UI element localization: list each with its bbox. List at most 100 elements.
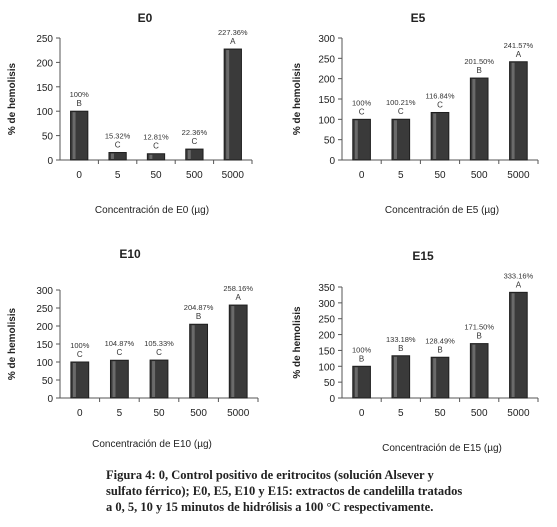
data-label: 104.87% [105, 339, 135, 348]
significance-letter: A [516, 280, 522, 289]
bar-highlight [152, 361, 156, 397]
y-tick-label: 200 [318, 75, 335, 86]
bar-highlight [393, 120, 397, 159]
caption-line-1: Figura 4: 0, Control positivo de eritroc… [106, 468, 434, 482]
significance-letter: B [359, 354, 364, 363]
significance-letter: B [77, 99, 82, 108]
x-axis-label: Concentración de E0 (µg) [95, 205, 209, 216]
x-tick-label: 0 [359, 408, 365, 419]
x-tick-label: 500 [471, 408, 488, 419]
data-label: 204.87% [184, 303, 214, 312]
x-tick-label: 5 [398, 170, 404, 181]
chart-e0: E0 0 50 100 150 200 250 % de hemolisis 100%B 0 15.… [7, 11, 253, 216]
chart-title: E15 [412, 249, 434, 263]
x-tick-label: 5000 [507, 408, 530, 419]
significance-letter: B [437, 345, 442, 354]
y-tick-label: 200 [318, 331, 335, 342]
data-label: 116.84% [425, 91, 454, 100]
y-tick-label: 150 [36, 83, 53, 94]
bar-highlight [149, 154, 153, 159]
data-label: 241.57% [504, 41, 534, 50]
data-label: 201.50% [464, 57, 494, 66]
data-label: 171.50% [464, 323, 494, 332]
y-axis-label: % de hemolisis [292, 62, 303, 135]
x-axis-label: Concentración de E10 (µg) [92, 439, 212, 450]
data-label: 22.36% [182, 128, 208, 137]
data-label: 15.32% [105, 132, 131, 141]
bar-highlight [511, 62, 515, 159]
y-tick-label: 150 [318, 95, 335, 106]
chart-title: E5 [411, 11, 426, 25]
x-tick-label: 500 [190, 408, 207, 419]
bar-highlight [187, 150, 191, 159]
y-tick-label: 100 [318, 362, 335, 373]
chart-title: E0 [138, 11, 153, 25]
y-axis-label: % de hemolisis [292, 306, 303, 379]
y-tick-label: 250 [36, 34, 53, 45]
x-tick-label: 5000 [227, 408, 250, 419]
bar-highlight [354, 120, 358, 159]
significance-letter: C [153, 142, 159, 151]
y-tick-label: 300 [36, 286, 53, 297]
x-tick-label: 5000 [507, 170, 530, 181]
significance-letter: C [115, 141, 121, 150]
significance-letter: C [359, 107, 365, 116]
x-tick-label: 0 [77, 408, 83, 419]
y-tick-label: 0 [47, 156, 53, 167]
y-tick-label: 300 [318, 299, 335, 310]
data-label: 258.16% [223, 284, 253, 293]
x-tick-label: 50 [150, 170, 162, 181]
y-tick-label: 150 [36, 340, 53, 351]
y-tick-label: 200 [36, 322, 53, 333]
bar-highlight [72, 112, 76, 159]
y-tick-label: 250 [36, 304, 53, 315]
significance-letter: A [230, 37, 236, 46]
data-label: 100% [352, 345, 372, 354]
significance-letter: A [236, 293, 242, 302]
x-tick-label: 5000 [222, 170, 245, 181]
y-tick-label: 250 [318, 54, 335, 65]
bar-highlight [433, 113, 437, 159]
data-label: 100.21% [386, 98, 416, 107]
x-axis-label: Concentración de E5 (µg) [385, 205, 499, 216]
data-label: 100% [352, 98, 372, 107]
y-tick-label: 350 [318, 283, 335, 294]
significance-letter: C [77, 350, 83, 359]
y-tick-label: 150 [318, 346, 335, 357]
y-tick-label: 0 [329, 156, 335, 167]
bar-highlight [231, 306, 235, 397]
y-axis-label: % de hemolisis [7, 62, 18, 135]
y-tick-label: 50 [324, 378, 336, 389]
bar-highlight [511, 293, 515, 397]
y-tick-label: 200 [36, 58, 53, 69]
bar-highlight [72, 363, 76, 397]
significance-letter: C [398, 107, 404, 116]
x-tick-label: 5 [115, 170, 121, 181]
significance-letter: C [437, 100, 443, 109]
x-tick-label: 5 [398, 408, 404, 419]
significance-letter: B [477, 66, 482, 75]
data-label: 333.16% [504, 271, 534, 280]
y-tick-label: 50 [42, 376, 54, 387]
x-tick-label: 5 [117, 408, 123, 419]
data-label: 133.18% [386, 335, 416, 344]
y-tick-label: 250 [318, 315, 335, 326]
bar-highlight [472, 344, 476, 397]
significance-letter: B [477, 332, 482, 341]
data-label: 227.36% [218, 28, 248, 37]
bar [108, 152, 127, 161]
x-tick-label: 50 [153, 408, 165, 419]
bar-highlight [393, 356, 397, 397]
y-tick-label: 0 [329, 394, 335, 405]
data-label: 105.33% [144, 339, 174, 348]
bar-highlight [354, 367, 358, 397]
x-tick-label: 0 [359, 170, 365, 181]
y-tick-label: 50 [324, 136, 336, 147]
data-label: 12.81% [143, 133, 169, 142]
x-tick-label: 500 [471, 170, 488, 181]
bar-highlight [112, 361, 116, 397]
significance-letter: C [156, 348, 162, 357]
y-axis-label: % de hemolisis [7, 307, 18, 380]
